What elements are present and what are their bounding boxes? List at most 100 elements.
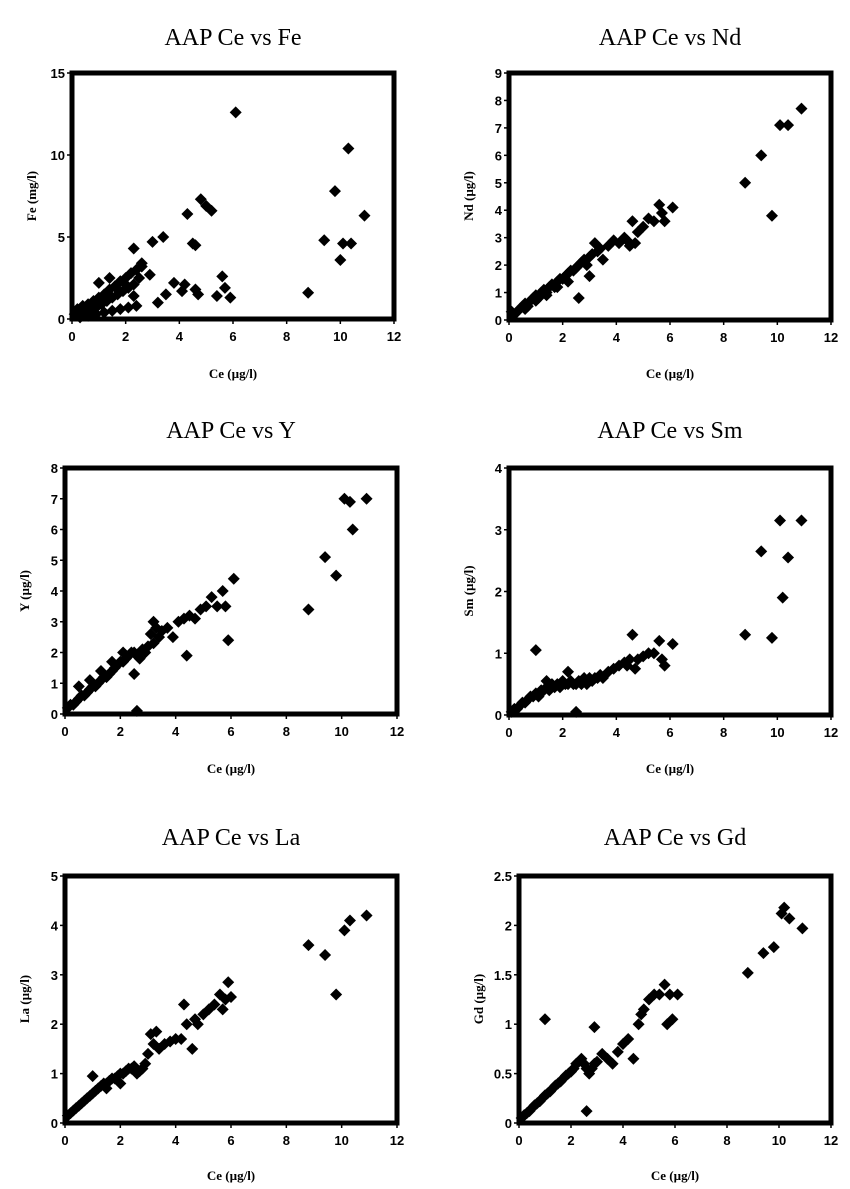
y-tick-label: 0 xyxy=(51,707,58,722)
data-points xyxy=(61,909,373,1122)
x-axis-label: Ce (µg/l) xyxy=(651,1168,699,1183)
y-axis-label: Fe (mg/l) xyxy=(24,171,39,221)
data-point xyxy=(529,294,542,307)
x-tick-label: 12 xyxy=(824,330,838,345)
data-point xyxy=(161,621,174,634)
data-point xyxy=(159,288,172,301)
data-point xyxy=(774,119,787,132)
data-point xyxy=(100,1082,113,1095)
y-tick-label: 2 xyxy=(495,585,502,600)
chart-title: AAP Ce vs La xyxy=(162,825,301,851)
data-point xyxy=(189,239,202,252)
data-point xyxy=(765,209,778,222)
data-point xyxy=(562,275,575,288)
y-tick-label: 4 xyxy=(495,461,503,476)
data-point xyxy=(626,628,639,641)
data-point xyxy=(774,514,787,527)
y-tick-label: 7 xyxy=(495,121,502,136)
x-tick-label: 2 xyxy=(117,724,124,739)
x-tick-label: 0 xyxy=(68,329,75,344)
data-point xyxy=(139,1057,152,1070)
data-point xyxy=(142,1047,154,1060)
data-point xyxy=(626,215,639,228)
y-tick-label: 10 xyxy=(51,148,65,163)
y-axis-label: Gd (µg/l) xyxy=(471,974,486,1024)
y-tick-label: 5 xyxy=(495,176,502,191)
y-tick-label: 1 xyxy=(495,646,502,661)
data-point xyxy=(623,653,636,666)
y-tick-label: 2 xyxy=(51,646,58,661)
x-tick-label: 10 xyxy=(772,1133,786,1148)
data-point xyxy=(222,976,235,989)
data-point xyxy=(216,585,229,597)
data-point xyxy=(205,204,218,217)
data-point xyxy=(119,278,132,291)
data-point xyxy=(181,208,194,221)
data-point xyxy=(135,257,148,270)
y-tick-label: 9 xyxy=(495,66,502,81)
data-point xyxy=(739,628,752,641)
data-points xyxy=(68,106,371,324)
data-point xyxy=(666,201,679,214)
data-point xyxy=(106,655,119,668)
y-tick-label: 1 xyxy=(495,286,502,301)
data-point xyxy=(782,551,795,564)
data-point xyxy=(186,1042,199,1055)
x-tick-label: 0 xyxy=(515,1133,522,1148)
y-axis-label: La (µg/l) xyxy=(17,975,32,1023)
data-point xyxy=(157,231,170,243)
scatter-chart-1: AAP Ce vs Fe 0 2 4 6 8 10 12 0 5 10 15 Ce (µg/l) Fe (… xyxy=(24,25,401,381)
data-point xyxy=(130,704,143,717)
x-axis-label: Ce (µg/l) xyxy=(207,1168,255,1183)
data-point xyxy=(98,306,111,319)
data-point xyxy=(127,242,140,255)
data-point xyxy=(334,253,347,266)
x-tick-label: 10 xyxy=(333,329,347,344)
y-tick-label: 3 xyxy=(495,523,502,538)
data-point xyxy=(167,276,180,289)
data-point xyxy=(150,1025,163,1038)
x-tick-label: 8 xyxy=(283,724,290,739)
data-point xyxy=(114,1077,127,1090)
x-tick-label: 6 xyxy=(229,329,236,344)
plot-frame xyxy=(506,465,834,718)
data-point xyxy=(119,272,132,284)
data-point xyxy=(178,278,191,291)
data-point xyxy=(192,288,205,301)
data-point xyxy=(540,675,553,688)
y-axis-label: Sm (µg/l) xyxy=(461,565,476,616)
chart-title: AAP Ce vs Gd xyxy=(604,825,746,851)
data-point xyxy=(133,272,146,284)
data-point xyxy=(360,492,373,505)
y-tick-label: 0 xyxy=(58,312,65,327)
x-tick-label: 2 xyxy=(559,330,566,345)
data-point xyxy=(147,615,160,628)
data-point xyxy=(106,304,119,317)
x-tick-label: 0 xyxy=(61,724,68,739)
y-axis-label: Nd (µg/l) xyxy=(461,171,476,221)
x-tick-label: 12 xyxy=(824,1133,838,1148)
x-tick-label: 0 xyxy=(505,725,512,740)
scatter-chart-6: AAP Ce vs Gd 0 2 4 6 8 10 12 0 0.5 1 1.5 2 2.5 Ce (µg/… xyxy=(471,825,838,1183)
x-tick-label: 4 xyxy=(613,330,621,345)
chart-title: AAP Ce vs Y xyxy=(166,418,296,444)
data-point xyxy=(302,603,315,616)
x-tick-label: 2 xyxy=(117,1133,124,1148)
data-point xyxy=(345,237,358,250)
data-point xyxy=(337,237,350,250)
y-tick-label: 15 xyxy=(51,66,65,81)
x-tick-label: 6 xyxy=(666,330,673,345)
y-tick-label: 6 xyxy=(495,148,502,163)
data-point xyxy=(765,631,778,644)
y-tick-label: 2 xyxy=(505,918,512,933)
data-point xyxy=(606,1057,619,1070)
data-point xyxy=(216,270,229,283)
data-point xyxy=(83,674,96,687)
x-axis-label: Ce (µg/l) xyxy=(209,366,257,381)
data-points xyxy=(61,492,373,717)
data-point xyxy=(637,1003,650,1016)
data-point xyxy=(330,988,343,1001)
data-point xyxy=(227,572,240,585)
y-tick-label: 6 xyxy=(51,523,58,538)
data-point xyxy=(330,569,343,582)
